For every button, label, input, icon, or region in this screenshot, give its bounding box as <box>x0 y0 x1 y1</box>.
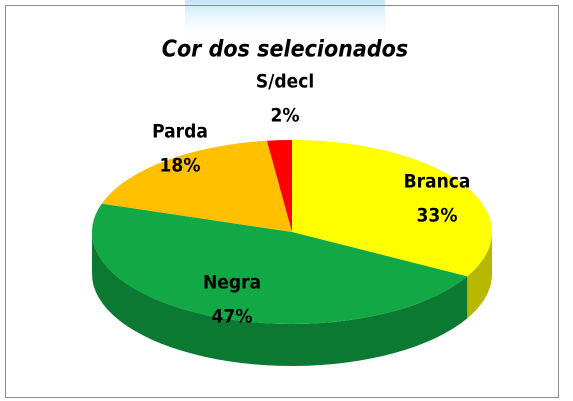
slice-side <box>467 232 492 319</box>
slice <box>266 140 292 232</box>
chart-title: Cor dos selecionados <box>162 37 408 63</box>
slice-label: S/decl <box>256 71 314 93</box>
slice <box>101 140 292 232</box>
slice-label: Branca <box>404 171 471 193</box>
decoration <box>185 0 385 40</box>
slice-value-label: 18% <box>160 155 201 177</box>
slice <box>92 203 468 324</box>
chart-frame <box>5 5 559 398</box>
slice-label: Negra <box>203 272 261 294</box>
slice-label: Parda <box>152 121 208 143</box>
slice <box>292 140 493 277</box>
slice-value-label: 33% <box>417 205 458 227</box>
slice-value-label: 2% <box>270 105 299 127</box>
slice-value-label: 47% <box>212 306 253 328</box>
slice-side <box>92 232 468 366</box>
